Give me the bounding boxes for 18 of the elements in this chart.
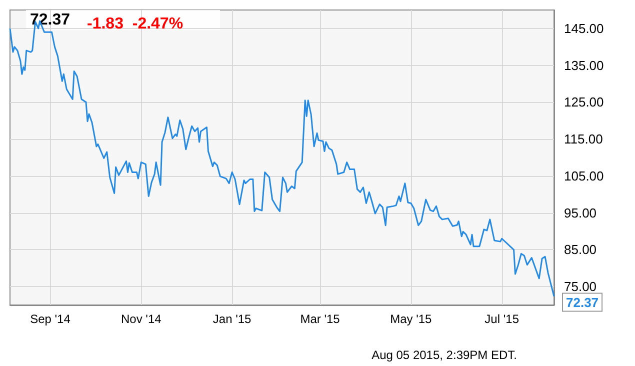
y-tick-label: 145.00 (564, 20, 604, 36)
chart-title: 72.37 (30, 12, 70, 28)
x-tick-label: Jan '15 (212, 312, 252, 326)
data-label: 72.37 (566, 294, 599, 310)
x-tick-label: Jul '15 (484, 312, 520, 326)
y-tick-label: 125.00 (564, 94, 604, 110)
x-tick-label: Sep '14 (30, 312, 71, 326)
y-tick-label: 135.00 (564, 58, 604, 73)
y-tick-label: 75.00 (564, 279, 597, 294)
y-tick-label: 85.00 (564, 242, 597, 258)
text: Aug 05 2015, 2:39PM EDT. (372, 348, 518, 362)
x-tick-label: May '15 (390, 312, 432, 326)
y-tick-label: 115.00 (564, 132, 603, 147)
y-tick-label: 105.00 (564, 168, 604, 184)
x-tick-label: Mar '15 (300, 312, 340, 326)
y-tick-label: 95.00 (564, 205, 597, 220)
chart-subtitle: -1.83 -2.47% (87, 16, 184, 32)
x-tick-label: Nov '14 (121, 312, 162, 326)
